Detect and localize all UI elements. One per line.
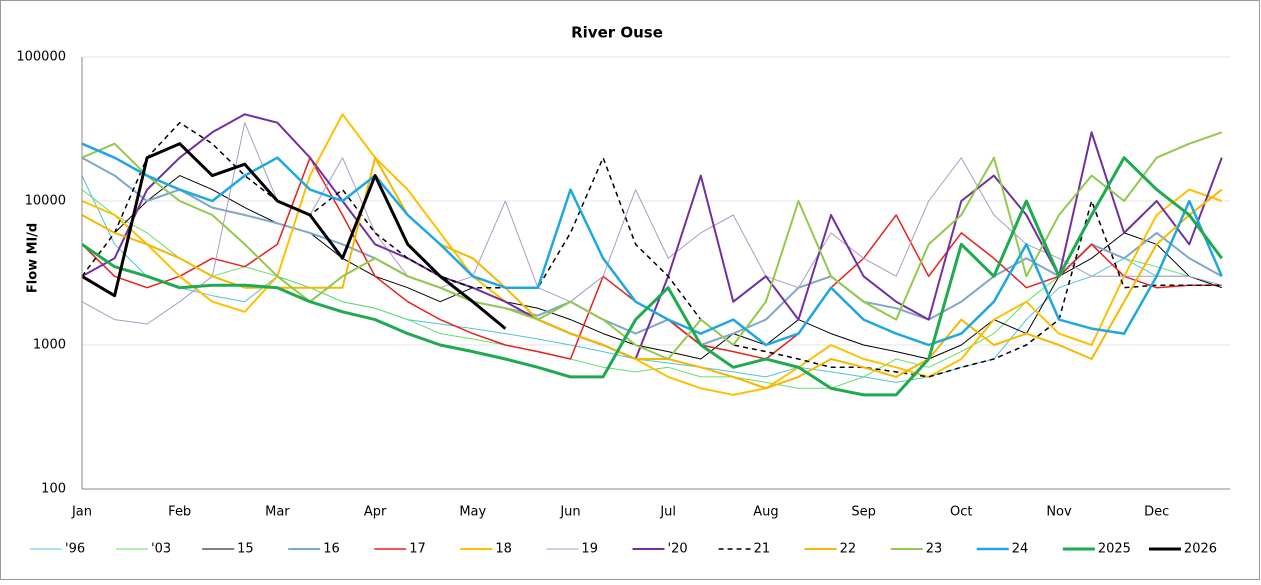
- series-line: [81, 156, 1223, 397]
- x-tick-label: Nov: [1046, 505, 1072, 520]
- y-tick-label: 100: [41, 482, 66, 497]
- y-axis-label: Flow Ml/d: [26, 223, 41, 293]
- y-tick-label: 100000: [16, 50, 66, 65]
- lines: [81, 113, 1223, 397]
- series-line: [81, 113, 1223, 396]
- x-tick-label: Jul: [659, 505, 676, 520]
- legend-label: 19: [581, 542, 598, 557]
- series-line: [81, 113, 1223, 360]
- legend-label: 2026: [1184, 542, 1217, 557]
- legend-label: 18: [495, 542, 512, 557]
- x-tick-label: Mar: [265, 505, 290, 520]
- x-tick-label: Dec: [1144, 505, 1169, 520]
- x-tick-label: Jan: [71, 505, 92, 520]
- legend-label: 22: [840, 542, 857, 557]
- legend: '96 '03 15 16 17 18 19 '20 21 22 23 24 2025 2026: [30, 542, 1217, 557]
- series-line: [81, 122, 1222, 325]
- x-tick-label: May: [459, 505, 486, 520]
- series-line: [81, 142, 507, 330]
- chart-title: River Ouse: [571, 24, 663, 42]
- x-tick-label: Sep: [851, 505, 876, 520]
- legend-label: '20: [668, 542, 688, 557]
- x-tick-label: Aug: [753, 505, 778, 520]
- legend-label: '96: [65, 542, 85, 557]
- legend-label: 15: [237, 542, 254, 557]
- series-line: [81, 142, 1223, 347]
- legend-label: 23: [926, 542, 943, 557]
- legend-label: 2025: [1098, 542, 1131, 557]
- series-line: [81, 121, 1222, 378]
- x-tick-label: Oct: [950, 505, 972, 520]
- grid: 100 1000 10000 100000 Jan Feb Mar Apr May Jun Jul A…: [16, 50, 1230, 520]
- legend-label: 24: [1012, 542, 1029, 557]
- legend-label: 21: [754, 542, 771, 557]
- legend-label: '03: [151, 542, 171, 557]
- series-line: [81, 189, 1222, 389]
- y-tick-label: 1000: [33, 338, 66, 353]
- series-line: [81, 175, 1222, 360]
- series-line: [81, 131, 1223, 360]
- legend-label: 17: [409, 542, 426, 557]
- x-tick-label: Apr: [364, 505, 387, 520]
- x-tick-label: Feb: [168, 505, 191, 520]
- series-line: [81, 175, 1222, 383]
- series-line: [81, 156, 1223, 346]
- legend-label: 16: [323, 542, 340, 557]
- x-tick-label: Jun: [559, 505, 580, 520]
- y-tick-label: 10000: [25, 194, 66, 209]
